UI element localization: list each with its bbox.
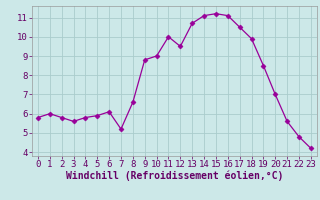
X-axis label: Windchill (Refroidissement éolien,°C): Windchill (Refroidissement éolien,°C) (66, 171, 283, 181)
